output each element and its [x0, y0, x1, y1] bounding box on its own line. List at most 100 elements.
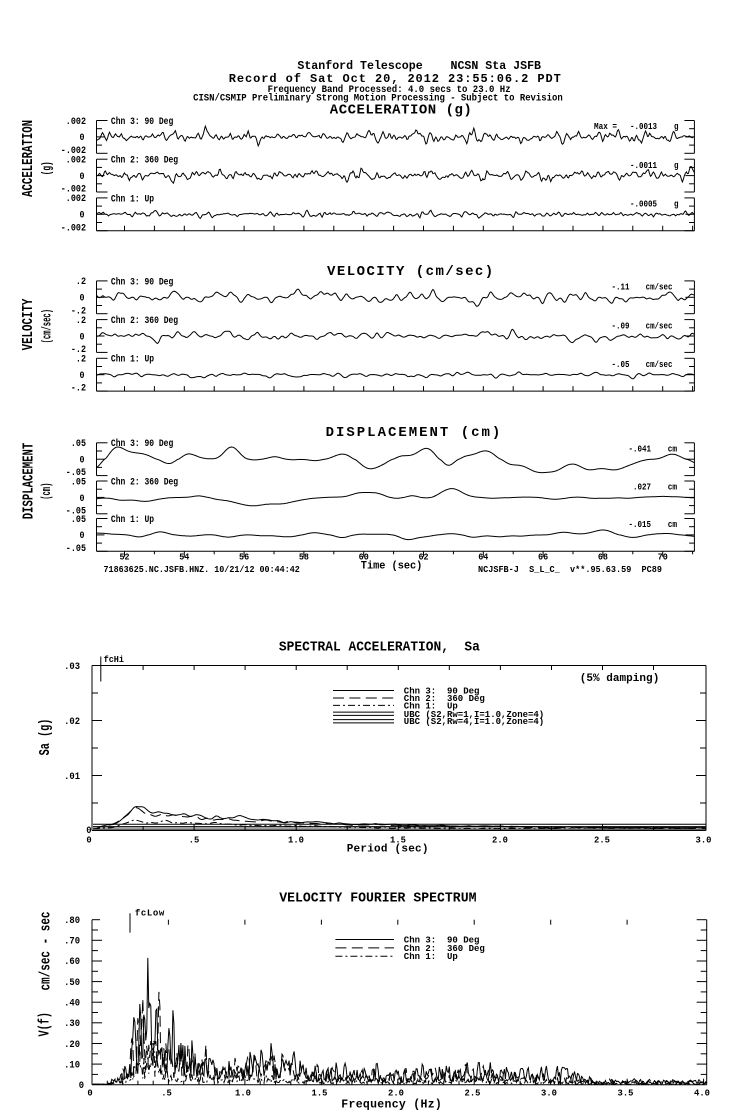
svg-text:cm: cm [668, 483, 678, 493]
svg-text:.80: .80 [64, 915, 80, 927]
svg-text:.03: .03 [64, 661, 80, 673]
svg-text:Chn 2: 360 Deg: Chn 2: 360 Deg [111, 476, 178, 488]
svg-text:0: 0 [80, 493, 85, 505]
svg-text:(5% damping): (5% damping) [580, 673, 660, 685]
svg-text:Chn 2: 360 Deg: Chn 2: 360 Deg [111, 155, 178, 167]
svg-text:fcHi: fcHi [104, 655, 125, 665]
svg-text:-.2: -.2 [71, 305, 86, 317]
svg-text:Chn 2: 360 Deg: Chn 2: 360 Deg [404, 693, 485, 704]
svg-text:Time (sec): Time (sec) [361, 561, 423, 573]
svg-text:ACCELERATION (g): ACCELERATION (g) [330, 102, 472, 118]
svg-text:0: 0 [80, 331, 85, 343]
svg-text:Chn 3: 90 Deg: Chn 3: 90 Deg [111, 276, 173, 288]
svg-text:g: g [674, 122, 679, 132]
svg-text:1.5: 1.5 [312, 1088, 328, 1099]
svg-text:-.11: -.11 [612, 283, 630, 293]
svg-text:cm/sec: cm/sec [646, 283, 673, 293]
svg-text:.10: .10 [64, 1059, 80, 1071]
svg-text:-.05: -.05 [66, 467, 86, 479]
svg-text:.60: .60 [64, 956, 80, 968]
svg-text:.20: .20 [64, 1039, 80, 1051]
svg-text:.002: .002 [66, 193, 86, 205]
svg-text:3.0: 3.0 [696, 835, 712, 846]
svg-text:52: 52 [119, 552, 129, 563]
svg-text:cm/sec: cm/sec [646, 321, 673, 331]
svg-text:4.0: 4.0 [694, 1088, 710, 1099]
svg-text:SPECTRAL ACCELERATION, Sa: SPECTRAL ACCELERATION, Sa [279, 640, 481, 656]
svg-text:0: 0 [86, 835, 92, 846]
svg-text:Period (sec): Period (sec) [347, 843, 429, 855]
svg-text:Stanford Telescope NCSN Sta: Stanford Telescope NCSN Sta JSFB [297, 59, 541, 73]
svg-text:.50: .50 [64, 977, 80, 989]
svg-text:2.5: 2.5 [465, 1088, 481, 1099]
svg-text:0: 0 [80, 370, 85, 382]
svg-text:3.0: 3.0 [541, 1088, 557, 1099]
svg-text:Chn 1: Up: Chn 1: Up [111, 354, 154, 366]
svg-text:0: 0 [79, 1080, 84, 1092]
svg-text:.5: .5 [161, 1088, 172, 1099]
svg-text:Frequency (Hz): Frequency (Hz) [341, 1099, 442, 1112]
svg-text:-.05: -.05 [66, 543, 86, 555]
svg-text:Chn 1: Up: Chn 1: Up [404, 951, 458, 962]
svg-text:1.0: 1.0 [288, 835, 304, 846]
svg-text:VELOCITY FOURIER SPECTRUM: VELOCITY FOURIER SPECTRUM [279, 891, 476, 907]
svg-text:-.041: -.041 [629, 445, 652, 455]
svg-text:Chn 3: 90 Deg: Chn 3: 90 Deg [404, 686, 480, 697]
svg-text:56: 56 [239, 552, 249, 563]
svg-text:g: g [674, 200, 679, 210]
svg-text:-.2: -.2 [71, 383, 86, 395]
svg-text:2.0: 2.0 [388, 1088, 404, 1099]
svg-text:-.0005: -.0005 [630, 200, 657, 210]
svg-text:.02: .02 [64, 716, 80, 728]
svg-text:66: 66 [538, 552, 548, 563]
svg-text:cm: cm [668, 445, 678, 455]
svg-text:.027: .027 [633, 483, 651, 493]
svg-text:-.05: -.05 [612, 360, 630, 370]
svg-text:cm/sec: cm/sec [646, 360, 673, 370]
svg-text:64: 64 [478, 552, 488, 563]
svg-text:Chn 3: 90 Deg: Chn 3: 90 Deg [404, 935, 480, 946]
svg-text:58: 58 [299, 552, 309, 563]
svg-text:Chn 1: Up: Chn 1: Up [111, 514, 154, 526]
svg-text:Record of Sat Oct 20, 2012 23:: Record of Sat Oct 20, 2012 23:55:06.2 PD… [229, 72, 561, 86]
svg-text:Chn 3: 90 Deg: Chn 3: 90 Deg [111, 116, 173, 128]
svg-text:Chn 2: 360 Deg: Chn 2: 360 Deg [404, 943, 485, 954]
svg-text:-.0013: -.0013 [630, 122, 657, 132]
svg-text:-.002: -.002 [61, 145, 86, 157]
svg-text:NCJSFB-J S_L_C_ v**.95.63.59: NCJSFB-J S_L_C_ v**.95.63.59 PC89 [478, 565, 662, 575]
svg-text:Max =: Max = [594, 122, 617, 132]
svg-text:-.015: -.015 [629, 520, 652, 530]
svg-text:(g): (g) [40, 161, 55, 175]
svg-text:.01: .01 [64, 771, 80, 783]
svg-text:(cm): (cm) [40, 483, 54, 500]
svg-text:VELOCITY (cm/sec): VELOCITY (cm/sec) [327, 264, 493, 280]
svg-text:68: 68 [598, 552, 608, 563]
svg-text:0: 0 [86, 825, 91, 837]
svg-text:Frequency Band Processed: 4.0: Frequency Band Processed: 4.0 secs to 23… [268, 84, 511, 96]
svg-text:.40: .40 [64, 998, 80, 1010]
svg-text:.05: .05 [71, 476, 86, 488]
svg-text:cm: cm [668, 520, 678, 530]
svg-text:cm/sec - sec: cm/sec - sec [37, 912, 54, 991]
svg-text:1.5: 1.5 [390, 835, 406, 846]
svg-text:0: 0 [80, 210, 85, 222]
svg-text:.30: .30 [64, 1018, 80, 1030]
svg-text:0: 0 [87, 1088, 93, 1099]
svg-text:Chn 1: Up: Chn 1: Up [404, 700, 458, 711]
svg-text:.2: .2 [76, 276, 86, 288]
svg-text:-.002: -.002 [61, 222, 86, 234]
svg-text:Chn 2: 360 Deg: Chn 2: 360 Deg [111, 315, 178, 327]
svg-text:-.002: -.002 [61, 184, 86, 196]
svg-text:0: 0 [80, 132, 85, 144]
svg-text:54: 54 [179, 552, 189, 563]
svg-text:.70: .70 [64, 936, 80, 948]
svg-text:-.05: -.05 [66, 505, 86, 517]
svg-text:.2: .2 [76, 354, 86, 366]
svg-text:71863625.NC.JSFB.HNZ. 10/21/12: 71863625.NC.JSFB.HNZ. 10/21/12 00:44:42 [104, 565, 300, 575]
svg-text:Sa (g): Sa (g) [37, 719, 54, 756]
svg-text:.002: .002 [66, 116, 86, 128]
svg-text:ACCELERATION: ACCELERATION [20, 120, 37, 197]
svg-text:.2: .2 [76, 315, 86, 327]
svg-text:UBC (S2,Rw=4,I=1.0,Zone=4): UBC (S2,Rw=4,I=1.0,Zone=4) [404, 716, 544, 727]
svg-text:70: 70 [658, 552, 668, 563]
